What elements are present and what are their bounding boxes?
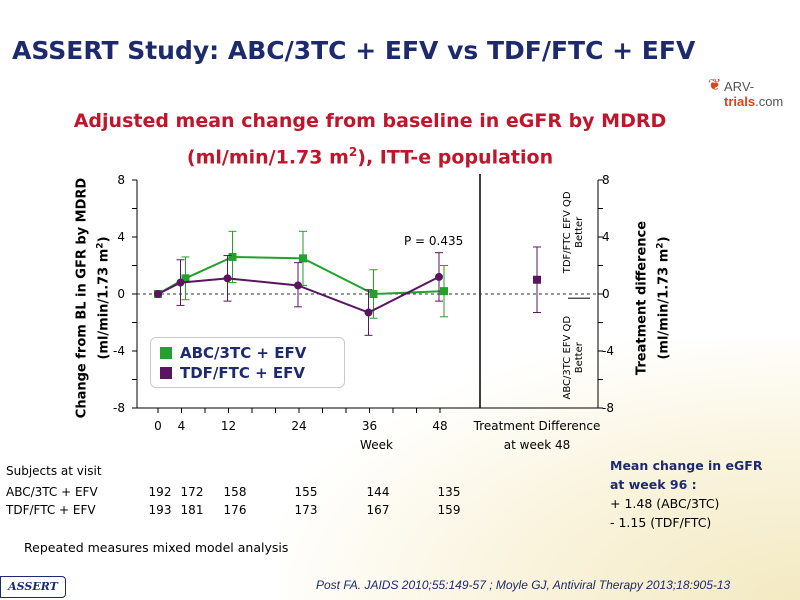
subjects-count: 176 xyxy=(223,503,247,517)
week96-title-line2: at week 96 : xyxy=(610,477,697,492)
subjects-row-label: ABC/3TC + EFV xyxy=(6,485,98,499)
subjects-count: 155 xyxy=(294,485,318,499)
subjects-count: 159 xyxy=(437,503,461,517)
subjects-count: 158 xyxy=(223,485,247,499)
subjects-table: Subjects at visit ABC/3TC + EFV TDF/FTC … xyxy=(6,464,486,524)
assert-tag: ASSERT xyxy=(0,576,66,598)
y-tick-label-right: 0 xyxy=(602,287,610,301)
subjects-count: 181 xyxy=(180,503,204,517)
x-axis-label: Week xyxy=(360,438,393,452)
data-point xyxy=(364,308,373,317)
subjects-count: 193 xyxy=(148,503,172,517)
x-tick-label: 4 xyxy=(178,419,186,433)
x-tick-label: 36 xyxy=(362,419,377,433)
y-tick-label-left: -4 xyxy=(113,344,125,358)
legend-swatch-abc xyxy=(160,347,172,359)
p-value-label: P = 0.435 xyxy=(404,234,463,248)
data-point xyxy=(223,274,232,283)
data-point xyxy=(435,272,443,281)
subjects-header: Subjects at visit xyxy=(6,464,102,478)
subjects-count: 173 xyxy=(294,503,318,517)
logo-ribbon-icon: ❦ xyxy=(708,77,722,94)
logo-text: ARV-trials.com xyxy=(724,79,784,109)
slide-title: ASSERT Study: ABC/3TC + EFV vs TDF/FTC +… xyxy=(12,36,696,65)
data-point xyxy=(294,281,302,290)
treatment-difference-point xyxy=(533,275,541,284)
analysis-footnote: Repeated measures mixed model analysis xyxy=(24,540,289,555)
subjects-count: 192 xyxy=(148,485,172,499)
y-tick-label-right: -4 xyxy=(602,344,614,358)
chart-title-line1: Adjusted mean change from baseline in eG… xyxy=(73,110,667,132)
week96-summary: Mean change in eGFR at week 96 : + 1.48 … xyxy=(610,456,795,532)
data-point xyxy=(154,290,162,298)
x-tick-label: 48 xyxy=(432,419,447,433)
y-tick-label-left: 0 xyxy=(117,287,125,301)
x-tick-label: 24 xyxy=(291,419,306,433)
data-point xyxy=(176,278,185,287)
arv-trials-logo: ❦ ARV-trials.com xyxy=(708,76,796,109)
data-point xyxy=(181,274,190,283)
x-tick-label: 12 xyxy=(221,419,236,433)
subjects-count: 172 xyxy=(180,485,204,499)
y-tick-label-left: -8 xyxy=(113,401,125,415)
data-point xyxy=(369,290,378,298)
subjects-count: 167 xyxy=(366,503,390,517)
subjects-row-label: TDF/FTC + EFV xyxy=(6,503,96,517)
treatment-difference-label: Treatment Difference xyxy=(473,419,601,433)
treatment-difference-label: at week 48 xyxy=(504,438,571,452)
series-line xyxy=(157,276,440,314)
chart-title: Adjusted mean change from baseline in eG… xyxy=(60,106,680,173)
week96-abc: + 1.48 (ABC/3TC) xyxy=(610,496,720,511)
y-tick-label-right: 8 xyxy=(602,173,610,187)
y-tick-label-left: 8 xyxy=(117,173,125,187)
y-tick-label-right: -8 xyxy=(602,401,614,415)
week96-title-line1: Mean change in eGFR xyxy=(610,458,763,473)
legend-swatch-tdf xyxy=(160,367,172,379)
y-tick-label-left: 4 xyxy=(117,230,125,244)
week96-tdf: - 1.15 (TDF/FTC) xyxy=(610,515,712,530)
subjects-count: 135 xyxy=(437,485,461,499)
data-point xyxy=(440,287,448,296)
data-point xyxy=(299,254,307,263)
legend: ABC/3TC + EFV TDF/FTC + EFV xyxy=(150,337,345,388)
data-point xyxy=(228,252,237,261)
references: Post FA. JAIDS 2010;55:149-57 ; Moyle GJ… xyxy=(316,578,731,592)
y-tick-label-right: 4 xyxy=(602,230,610,244)
chart-title-line2: (ml/min/1.73 m2), ITT-e population xyxy=(186,145,554,169)
subjects-count: 144 xyxy=(366,485,390,499)
x-tick-label: 0 xyxy=(154,419,162,433)
